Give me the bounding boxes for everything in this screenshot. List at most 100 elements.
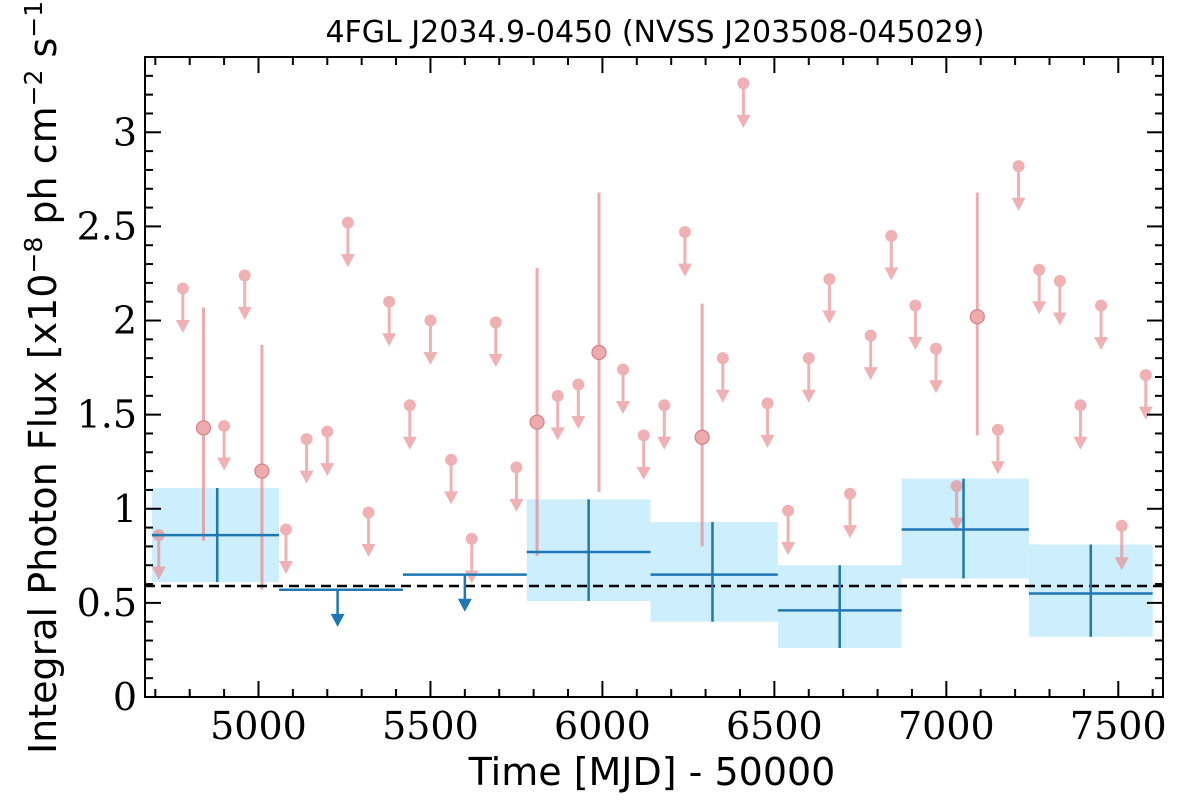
short-bin-upper-limit (320, 425, 335, 477)
upper-limit-marker (802, 352, 815, 365)
detection-marker (694, 429, 710, 445)
upper-limit-marker (658, 399, 671, 412)
short-bin-upper-limit (677, 226, 692, 277)
detection-marker (591, 344, 607, 361)
short-bin-upper-limit (949, 480, 964, 531)
short-bin-upper-limit (843, 487, 858, 539)
short-bin-upper-limit (990, 423, 1005, 475)
upper-limit-arrow (884, 267, 899, 281)
upper-limit-marker (362, 506, 375, 519)
upper-limit-arrow (843, 525, 858, 539)
y-axis-label: Integral Photon Flux [x10−8 ph cm−2 s−1] (19, 0, 65, 754)
short-bin-upper-limit (1073, 399, 1088, 450)
upper-limit-arrow (488, 353, 503, 367)
short-bin-upper-limit (423, 314, 438, 366)
short-bin-upper-limit (361, 506, 376, 558)
upper-limit-marker (383, 295, 396, 308)
y-tick-label: 0.5 (77, 581, 137, 625)
x-tick-label: 6500 (726, 704, 823, 748)
upper-limit-marker (737, 77, 750, 90)
x-tick-label: 7000 (898, 704, 995, 748)
upper-limit-marker (489, 316, 502, 329)
short-bin-upper-limit (884, 229, 899, 281)
upper-limit-arrow (402, 436, 417, 450)
upper-limit-arrow (423, 352, 438, 366)
upper-limit-marker (1053, 275, 1066, 287)
upper-limit-marker (864, 329, 877, 342)
y-tick-label: 0 (113, 675, 137, 719)
long-bin-upper-limit (402, 573, 527, 612)
short-bin-detection (969, 192, 985, 436)
long-bin-detection (901, 478, 1029, 579)
detection-marker (254, 463, 270, 479)
upper-limit-marker (424, 314, 437, 327)
upper-limit-arrow (1011, 197, 1026, 211)
upper-limit-marker (403, 399, 416, 412)
x-tick-label: 5000 (210, 704, 307, 748)
upper-limit-marker (991, 423, 1004, 436)
y-tick-label: 1 (113, 487, 137, 531)
short-bin-upper-limit (340, 216, 355, 268)
upper-limit-arrow (217, 457, 232, 471)
long-bin-detection (151, 488, 280, 583)
upper-limit-marker (1012, 160, 1025, 173)
y-tick-label: 2.5 (77, 204, 137, 248)
upper-limit-marker (551, 389, 564, 402)
upper-limit-arrow (801, 389, 816, 403)
upper-limit-arrow (1138, 406, 1153, 420)
upper-limit-marker (238, 269, 251, 282)
upper-limit-marker (909, 299, 922, 312)
long-bin-detection (1028, 544, 1153, 637)
upper-limit-arrow (237, 306, 252, 320)
upper-limit-arrow (1073, 436, 1088, 450)
upper-limit-arrow (571, 416, 586, 430)
x-tick-label: 5500 (382, 704, 479, 748)
short-bin-upper-limit (175, 282, 190, 334)
short-bin-upper-limit (781, 504, 796, 556)
upper-limit-arrow (863, 367, 878, 381)
long-bin-upper-limit (279, 588, 403, 627)
short-bin-upper-limit (237, 269, 252, 320)
short-bin-upper-limit (1052, 275, 1067, 326)
upper-limit-marker (510, 461, 523, 474)
upper-limit-marker (844, 487, 857, 500)
upper-limit-arrow (908, 337, 923, 350)
upper-limit-arrow (175, 320, 190, 334)
upper-limit-marker (341, 216, 354, 229)
short-bin-upper-limit (550, 389, 565, 441)
upper-limit-marker (1095, 299, 1108, 312)
upper-limit-arrow (279, 561, 294, 574)
upper-limit-marker (280, 523, 293, 536)
short-bin-upper-limit (444, 453, 459, 505)
upper-limit-marker (823, 273, 836, 286)
long-bin-detection (777, 565, 902, 649)
chart-title: 4FGL J2034.9-0450 (NVSS J203508-045029) (325, 15, 984, 50)
upper-limit-marker (300, 433, 313, 446)
upper-limit-marker (637, 429, 650, 442)
short-bin-detection (195, 307, 212, 541)
upper-limit-marker (950, 480, 963, 493)
short-bin-detection (254, 345, 270, 590)
upper-limit-arrow (444, 491, 459, 505)
upper-limit-arrow (715, 389, 730, 403)
upper-limit-arrow (760, 434, 775, 448)
x-axis-ticks: 5000 5500 6000 6500 7000 7500 (154, 57, 1167, 748)
upper-limit-arrow (929, 380, 944, 394)
upper-limit-marker (321, 425, 334, 438)
upper-limit-marker (572, 378, 585, 391)
upper-limit-arrow (616, 401, 631, 414)
upper-limit-arrow (1114, 557, 1129, 571)
short-bin-upper-limit (571, 378, 586, 430)
short-bin-detection (591, 192, 607, 492)
short-bin-upper-limit (1094, 299, 1109, 350)
short-bin-upper-limit (1114, 519, 1129, 571)
upper-limit-marker (716, 352, 729, 365)
short-bin-upper-limit (217, 419, 232, 471)
upper-limit-arrow (736, 114, 751, 128)
upper-limit-marker (885, 229, 898, 242)
upper-limit-arrow (781, 542, 796, 556)
upper-limit-arrow (1052, 312, 1067, 326)
upper-limit-marker (678, 226, 691, 239)
short-bin-upper-limit (736, 77, 751, 128)
